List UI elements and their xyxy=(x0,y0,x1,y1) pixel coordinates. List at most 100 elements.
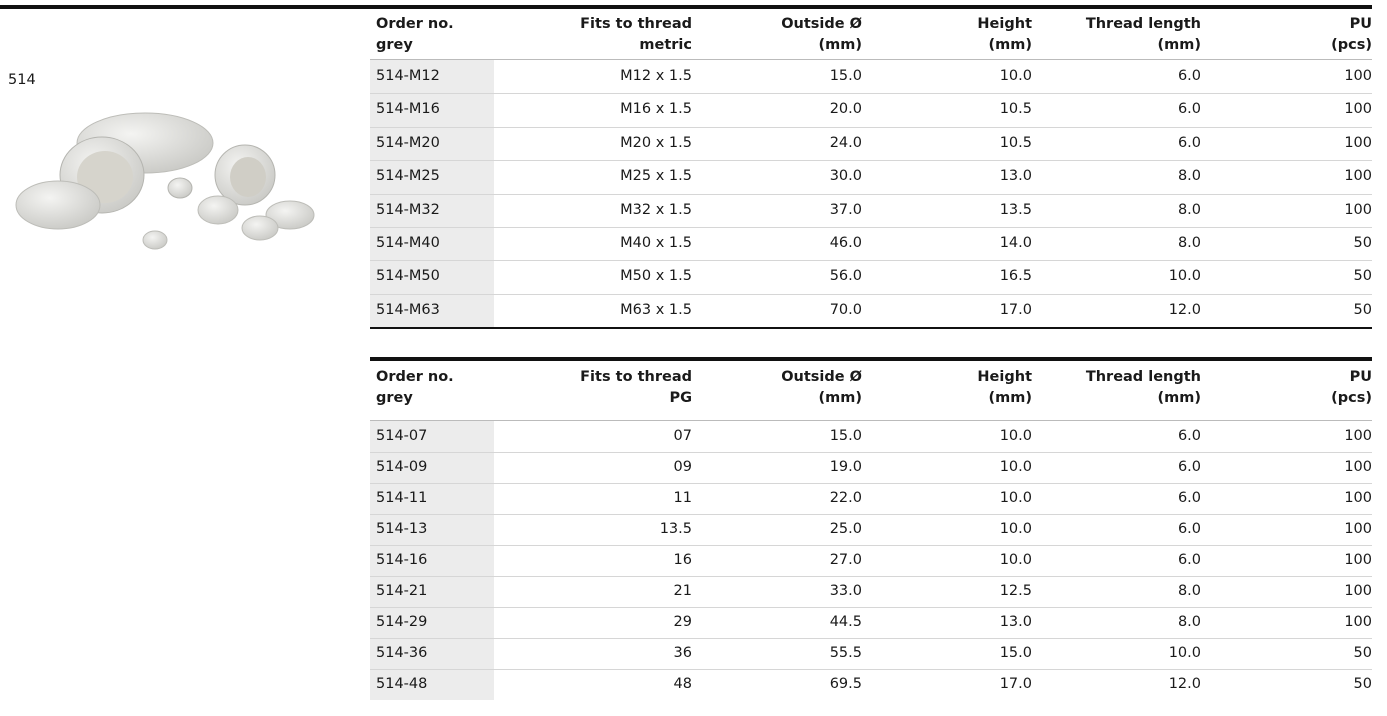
header-cell: (pcs) xyxy=(1331,390,1372,406)
table-top-rule xyxy=(370,357,1372,361)
table-cell: 17.0 xyxy=(999,676,1032,692)
row-rule xyxy=(370,607,1372,608)
table-cell: 100 xyxy=(1344,583,1372,599)
table-cell: 13.0 xyxy=(999,614,1032,630)
table-cell: 100 xyxy=(1344,68,1372,84)
table-cell: 24.0 xyxy=(829,134,862,151)
table-cell: 44.5 xyxy=(829,614,862,630)
table-cell: 514-M25 xyxy=(376,168,440,185)
header-cell: Outside Ø xyxy=(781,369,862,385)
table-cell: M32 x 1.5 xyxy=(620,201,692,218)
table-cell: 22.0 xyxy=(829,490,862,506)
table-cell: 100 xyxy=(1344,614,1372,630)
header-cell: grey xyxy=(376,390,413,406)
table-cell: 19.0 xyxy=(829,459,862,475)
header-cell: (pcs) xyxy=(1331,37,1372,53)
row-rule xyxy=(370,669,1372,670)
table-cell: 25.0 xyxy=(829,521,862,537)
header-cell: Fits to thread xyxy=(580,369,692,385)
table-cell: 10.0 xyxy=(999,490,1032,506)
row-rule xyxy=(370,483,1372,484)
table-cell: 514-M16 xyxy=(376,101,440,118)
table-cell: 36 xyxy=(673,645,692,661)
header-cell: (mm) xyxy=(818,37,862,53)
table-cell: 15.0 xyxy=(829,428,862,444)
row-rule xyxy=(370,160,1372,162)
table-cell: 15.0 xyxy=(829,68,862,84)
table-cell: 100 xyxy=(1344,490,1372,506)
table-cell: 50 xyxy=(1353,676,1372,692)
table-cell: 514-M63 xyxy=(376,301,440,318)
table-cell: 514-M32 xyxy=(376,201,440,218)
table-cell: M25 x 1.5 xyxy=(620,168,692,185)
table-cell: 13.5 xyxy=(999,201,1032,218)
table-cell: 514-11 xyxy=(376,490,428,506)
header-cell: Height xyxy=(977,16,1032,32)
table-cell: 50 xyxy=(1353,301,1372,318)
table-cell: 514-M20 xyxy=(376,134,440,151)
header-cell: Fits to thread xyxy=(580,16,692,32)
table-cell: 10.0 xyxy=(1168,645,1201,661)
table-cell: 14.0 xyxy=(999,235,1032,251)
header-cell: (mm) xyxy=(988,37,1032,53)
header-cell: (mm) xyxy=(1157,37,1201,53)
table-cell: 10.5 xyxy=(999,134,1032,151)
table-cell: 12.0 xyxy=(1168,301,1201,318)
table-cell: 48 xyxy=(673,676,692,692)
table-cell: 30.0 xyxy=(829,168,862,185)
table-cell: 10.0 xyxy=(999,428,1032,444)
table-cell: 514-48 xyxy=(376,676,428,692)
header-cell: Order no. xyxy=(376,369,454,385)
table-cell: M16 x 1.5 xyxy=(620,101,692,118)
product-label: 514 xyxy=(8,72,36,88)
row-rule xyxy=(370,293,1372,295)
table-cell: 514-16 xyxy=(376,552,428,568)
table-cell: 21 xyxy=(673,583,692,599)
table-cell: M50 x 1.5 xyxy=(620,268,692,285)
table-cell: 07 xyxy=(673,428,692,444)
table-cell: 514-M40 xyxy=(376,235,440,251)
row-rule xyxy=(370,193,1372,195)
row-rule xyxy=(370,260,1372,262)
table-cell: 10.0 xyxy=(999,459,1032,475)
header-cell: (mm) xyxy=(988,390,1032,406)
header-cell: (mm) xyxy=(1157,390,1201,406)
table-cell: 514-M50 xyxy=(376,268,440,285)
first-column-shade xyxy=(370,421,494,700)
table-cell: 100 xyxy=(1344,168,1372,185)
row-rule xyxy=(370,514,1372,515)
table-cell: 56.0 xyxy=(829,268,862,285)
table-cell: 6.0 xyxy=(1177,68,1201,84)
header-rule xyxy=(370,59,1372,60)
table-cell: 13.0 xyxy=(999,168,1032,185)
table-cell: 17.0 xyxy=(999,301,1032,318)
table-cell: 100 xyxy=(1344,521,1372,537)
product-image xyxy=(15,112,315,250)
header-cell: (mm) xyxy=(818,390,862,406)
table-top-rule xyxy=(0,5,1372,9)
table-cell: 10.0 xyxy=(999,552,1032,568)
table-cell: 6.0 xyxy=(1177,428,1201,444)
row-rule xyxy=(370,227,1372,228)
header-cell: grey xyxy=(376,37,413,53)
table-cell: 50 xyxy=(1353,645,1372,661)
table-cell: 27.0 xyxy=(829,552,862,568)
table-cell: 55.5 xyxy=(829,645,862,661)
table-cell: 12.5 xyxy=(999,583,1032,599)
table-cell: 10.5 xyxy=(999,101,1032,118)
table-cell: M12 x 1.5 xyxy=(620,68,692,84)
table-cell: 100 xyxy=(1344,428,1372,444)
row-rule xyxy=(370,545,1372,546)
table-cell: 514-M12 xyxy=(376,68,440,84)
header-cell: Thread length xyxy=(1085,16,1201,32)
table-cell: 8.0 xyxy=(1177,583,1201,599)
table-bottom-rule xyxy=(370,327,1372,330)
table-cell: 100 xyxy=(1344,459,1372,475)
header-cell: Outside Ø xyxy=(781,16,862,32)
table-cell: 15.0 xyxy=(999,645,1032,661)
table-cell: 46.0 xyxy=(829,235,862,251)
row-rule xyxy=(370,93,1372,95)
header-cell: Height xyxy=(977,369,1032,385)
table-cell: 514-21 xyxy=(376,583,428,599)
table-cell: 100 xyxy=(1344,134,1372,151)
